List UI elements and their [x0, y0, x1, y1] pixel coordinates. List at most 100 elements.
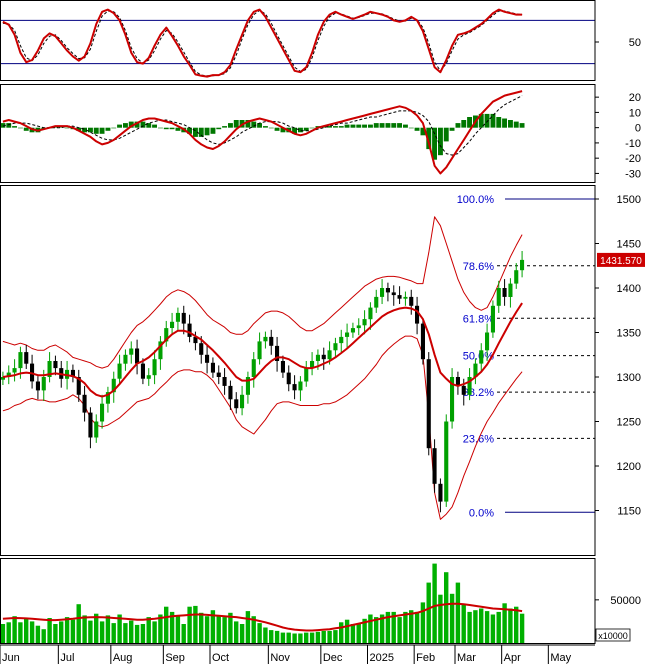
candle-body	[415, 305, 420, 324]
macd-histogram-bar	[303, 127, 309, 131]
candle-body	[135, 348, 140, 364]
volume-bar	[403, 611, 408, 643]
volume-bar	[409, 610, 414, 643]
macd-histogram-bar	[198, 127, 204, 137]
macd-histogram-bar	[123, 123, 128, 128]
candle-body	[175, 312, 180, 322]
last-price-box	[597, 252, 645, 267]
month-label-7: 2025	[370, 652, 394, 664]
volume-bar	[199, 612, 204, 643]
month-label-4: Oct	[212, 652, 229, 664]
macd-histogram-bar	[350, 124, 356, 128]
macd-histogram-bar	[356, 124, 362, 128]
volume-bar	[397, 617, 402, 643]
macd-tick-label-4: -20	[625, 153, 641, 165]
macd-histogram-bar	[23, 127, 29, 131]
macd-histogram-bar	[274, 127, 280, 131]
month-label-6: Dec	[323, 652, 343, 664]
volume-bar	[216, 616, 221, 643]
macd-histogram-bar	[508, 120, 513, 128]
macd-histogram-bar	[420, 127, 426, 136]
candle-body	[88, 412, 93, 438]
volume-bar	[508, 608, 513, 643]
volume-bar	[432, 563, 437, 643]
candle-body	[403, 296, 408, 299]
macd-histogram-bar	[233, 120, 239, 128]
candle-body	[18, 352, 23, 369]
macd-histogram-bar	[478, 113, 484, 128]
volume-bar	[461, 605, 466, 643]
volume-bar	[12, 616, 17, 643]
macd-frame	[0, 84, 596, 183]
macd-histogram-bar	[111, 127, 117, 129]
volume-bar	[374, 617, 379, 643]
volume-unit-box	[595, 628, 631, 642]
macd-histogram-bar	[379, 123, 385, 128]
volume-ma-line	[2, 602, 523, 632]
macd-histogram-bar	[455, 123, 461, 128]
candle-body	[327, 350, 332, 360]
macd-panel: 20 10 0 -10 -20 -30	[0, 84, 641, 183]
volume-bar	[339, 622, 344, 643]
volume-bar	[187, 606, 192, 643]
volume-bar	[41, 629, 46, 643]
volume-bar	[129, 620, 134, 643]
price-ma-line	[2, 302, 523, 398]
candle-body	[420, 323, 425, 360]
macd-signal-line	[2, 95, 523, 156]
stoch-frame	[0, 0, 596, 81]
candle-body	[409, 296, 414, 306]
macd-histogram-bar	[12, 126, 17, 128]
candle-body	[496, 288, 501, 306]
fib-level-label-1: 78.6%	[463, 261, 494, 273]
price-tick-label-6: 1200	[617, 461, 641, 473]
fib-level-label-0: 100.0%	[457, 194, 495, 206]
macd-histogram-bar	[82, 127, 87, 133]
macd-histogram-bar	[513, 121, 519, 128]
macd-histogram-bar	[432, 127, 437, 160]
macd-histogram-bar	[93, 127, 99, 134]
volume-bar	[6, 622, 11, 643]
volume-bar	[356, 624, 361, 643]
volume-bar	[181, 624, 186, 643]
price-frame	[0, 185, 596, 556]
candle-body	[374, 296, 379, 308]
macd-histogram-bar	[426, 127, 432, 150]
candle-body	[368, 307, 373, 320]
candle-body	[450, 377, 455, 422]
volume-bar	[245, 611, 251, 643]
volume-bar	[59, 621, 64, 643]
volume-bar	[239, 624, 245, 643]
candle-body	[362, 319, 367, 326]
volume-bar	[164, 606, 169, 643]
macd-histogram-bar	[449, 127, 455, 131]
candle-body	[205, 354, 210, 363]
volume-bar	[117, 614, 122, 643]
month-label-3: Sep	[165, 652, 185, 664]
volume-bar	[82, 615, 87, 643]
candle-body	[485, 332, 490, 351]
volume-bar	[210, 610, 216, 643]
candle-body	[24, 352, 29, 364]
macd-histogram-bar	[443, 127, 449, 142]
candle-body	[315, 354, 320, 361]
candle-body	[426, 359, 431, 449]
macd-histogram-bar	[146, 123, 152, 128]
volume-bar	[111, 623, 116, 643]
candle-body	[333, 343, 338, 351]
volume-bar	[496, 611, 501, 643]
stoch-tick-label-0: 50	[629, 37, 641, 49]
macd-histogram-bar	[251, 121, 257, 128]
macd-histogram-bar	[344, 124, 350, 128]
candle-body	[140, 363, 145, 379]
macd-histogram-bar	[99, 127, 105, 134]
macd-tick-label-2: 0	[635, 123, 641, 135]
candle-body	[181, 312, 186, 324]
macd-histogram-bar	[128, 121, 134, 128]
volume-bar	[0, 624, 6, 643]
volume-bar	[514, 606, 519, 643]
macd-histogram-bar	[0, 123, 6, 128]
candle-body	[461, 385, 466, 395]
stoch-main-line	[2, 8, 523, 78]
candle-body	[479, 350, 484, 364]
